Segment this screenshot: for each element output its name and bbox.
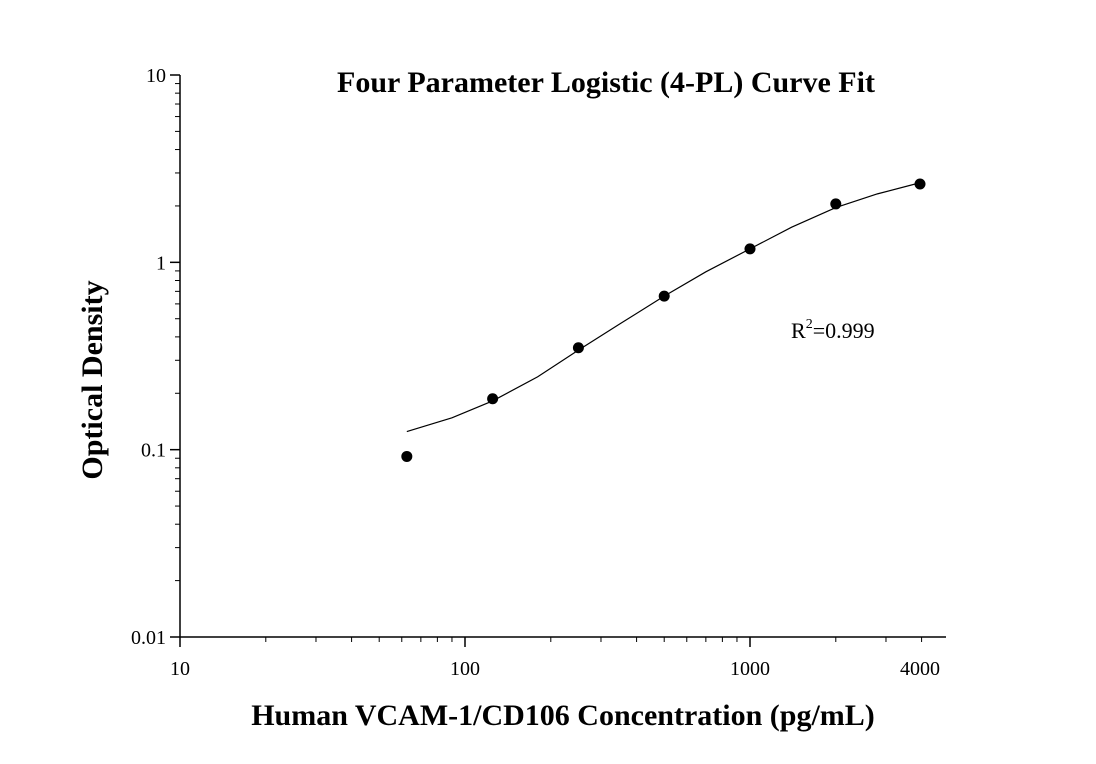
- y-axis-label: Optical Density: [76, 280, 109, 479]
- chart-title: Four Parameter Logistic (4-PL) Curve Fit: [337, 66, 875, 99]
- data-point: [401, 450, 413, 462]
- data-point: [487, 393, 499, 405]
- x-axis-label: Human VCAM-1/CD106 Concentration (pg/mL): [251, 699, 875, 732]
- fit-curve: [406, 182, 921, 433]
- y-tick-label: 0.01: [131, 627, 166, 649]
- y-tick-label: 10: [146, 65, 166, 87]
- y-tick-label: 1: [156, 252, 166, 274]
- data-point: [830, 198, 842, 210]
- data-point: [572, 342, 584, 354]
- x-tick-label: 100: [450, 658, 480, 680]
- data-point: [914, 178, 926, 190]
- data-point: [658, 290, 670, 302]
- x-tick-label: 4000: [900, 658, 940, 680]
- fit-curve-layer: [406, 182, 921, 433]
- r-squared-annotation: R2=0.999: [791, 317, 875, 343]
- y-tick-label: 0.1: [141, 440, 166, 462]
- x-tick-label: 1000: [730, 658, 770, 680]
- data-points-layer: [401, 178, 926, 462]
- x-tick-label: 10: [170, 658, 190, 680]
- data-point: [744, 243, 756, 255]
